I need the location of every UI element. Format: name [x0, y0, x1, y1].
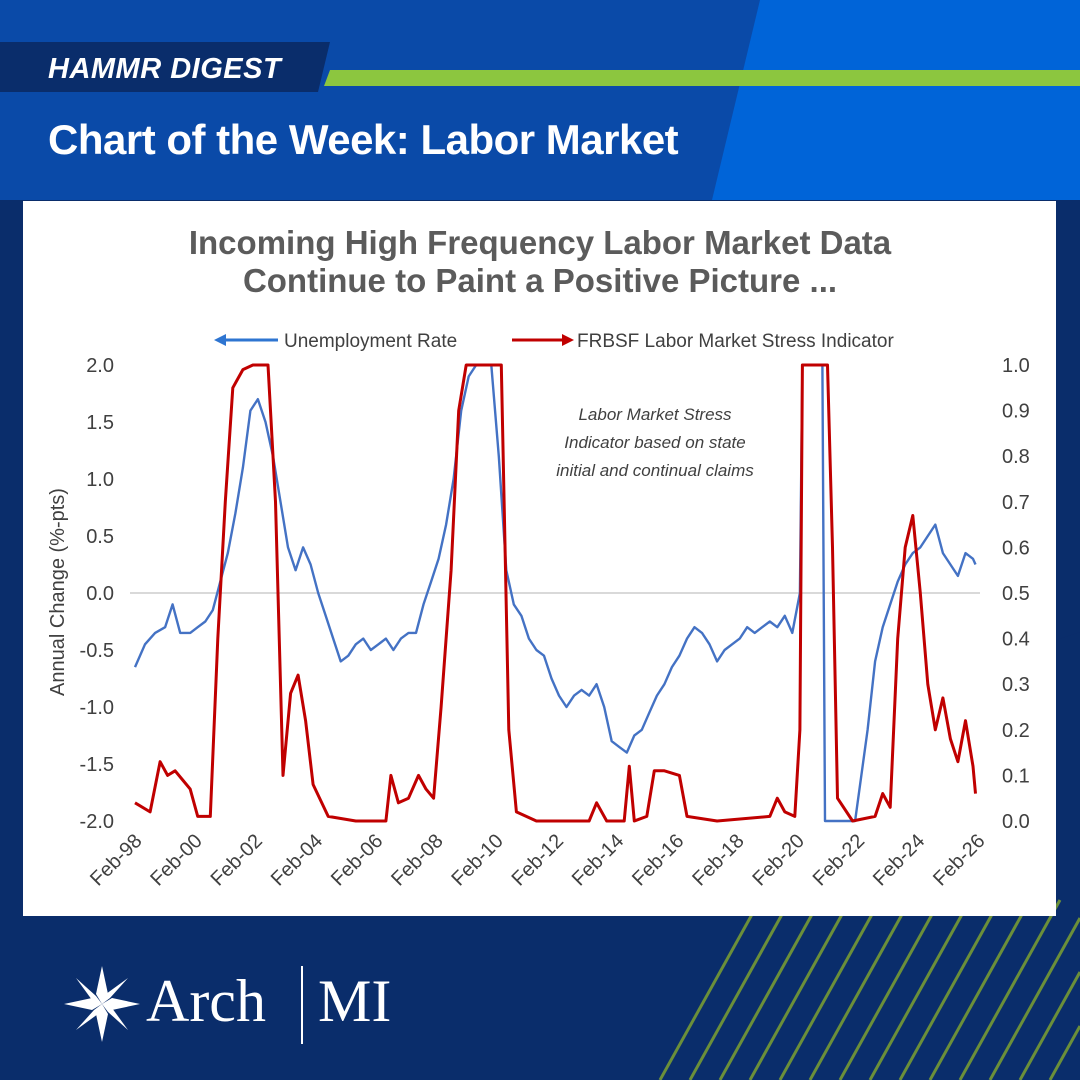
x-tick-label: Feb-12 — [508, 830, 568, 890]
y-tick-right-label: 0.8 — [1002, 446, 1030, 468]
legend-label-stress: FRBSF Labor Market Stress Indicator — [577, 331, 894, 352]
series-line-unemployment — [133, 363, 977, 823]
banner-kicker: HAMMR DIGEST — [48, 53, 282, 85]
x-axis: Feb-98 Feb-00 Feb-02 Feb-04 Feb-06 Feb-08 Feb-… — [86, 830, 989, 890]
x-tick-label: Feb-14 — [568, 830, 628, 890]
x-tick-label: Feb-26 — [929, 830, 989, 890]
y-tick-right-label: 0.5 — [1002, 583, 1030, 605]
brand-divider — [301, 966, 303, 1044]
x-tick-label: Feb-24 — [869, 830, 929, 890]
y-tick-right-label: 0.0 — [1002, 811, 1030, 833]
annotation-line-3: initial and continual claims — [556, 461, 754, 480]
x-tick-label: Feb-98 — [86, 830, 146, 890]
x-tick-label: Feb-16 — [628, 830, 688, 890]
y-axis-left: 2.0 1.5 1.0 0.5 0.0 -0.5 -1.0 -1.5 -2.0 — [80, 355, 114, 833]
annotation-line-1: Labor Market Stress — [578, 405, 732, 424]
y-tick-left-label: 1.0 — [86, 469, 114, 491]
x-tick-label: Feb-00 — [146, 830, 206, 890]
series-group — [133, 363, 977, 823]
banner-title: Chart of the Week: Labor Market — [48, 116, 679, 163]
x-tick-label: Feb-10 — [447, 830, 507, 890]
x-tick-label: Feb-20 — [749, 830, 809, 890]
diagonal-stripes — [658, 899, 1080, 1080]
star-compass-icon — [64, 966, 140, 1042]
brand-name-arch: Arch — [146, 968, 266, 1034]
y-tick-left-label: -1.5 — [80, 754, 114, 776]
y-axis-left-label: Annual Change (%-pts) — [47, 488, 69, 696]
y-tick-left-label: -2.0 — [80, 811, 114, 833]
y-tick-left-label: 1.5 — [86, 412, 114, 434]
x-tick-label: Feb-08 — [387, 830, 447, 890]
x-tick-label: Feb-18 — [688, 830, 748, 890]
x-tick-label: Feb-06 — [327, 830, 387, 890]
y-tick-right-label: 0.6 — [1002, 537, 1030, 559]
legend-arrow-unemployment — [214, 334, 226, 346]
series-line-stress-indicator — [134, 363, 977, 823]
y-tick-left-label: -1.0 — [80, 697, 114, 719]
y-tick-right-label: 0.9 — [1002, 401, 1030, 423]
annotation-line-2: Indicator based on state — [564, 433, 745, 452]
chart-title-line-1: Incoming High Frequency Labor Market Dat… — [188, 224, 892, 261]
x-tick-label: Feb-02 — [207, 830, 267, 890]
y-tick-right-label: 0.1 — [1002, 765, 1030, 787]
legend-arrow-stress — [562, 334, 574, 346]
x-tick-label: Feb-04 — [267, 830, 327, 890]
brand-name-mi: MI — [318, 968, 392, 1034]
y-tick-right-label: 0.7 — [1002, 492, 1030, 514]
y-tick-left-label: 2.0 — [86, 355, 114, 377]
x-tick-label: Feb-22 — [809, 830, 869, 890]
y-tick-left-label: 0.5 — [86, 526, 114, 548]
y-axis-right: 1.0 0.9 0.8 0.7 0.6 0.5 0.4 0.3 0.2 0.1 0.0 — [1002, 355, 1030, 833]
legend: Unemployment Rate FRBSF Labor Market Str… — [214, 331, 894, 352]
y-tick-left-label: -0.5 — [80, 640, 114, 662]
chart-title-line-2: Continue to Paint a Positive Picture ... — [242, 262, 838, 299]
y-tick-right-label: 0.2 — [1002, 720, 1030, 742]
y-tick-right-label: 0.3 — [1002, 674, 1030, 696]
y-tick-right-label: 0.4 — [1002, 629, 1030, 651]
y-tick-left-label: 0.0 — [86, 583, 114, 605]
y-tick-right-label: 1.0 — [1002, 355, 1030, 377]
legend-label-unemployment: Unemployment Rate — [284, 331, 457, 352]
